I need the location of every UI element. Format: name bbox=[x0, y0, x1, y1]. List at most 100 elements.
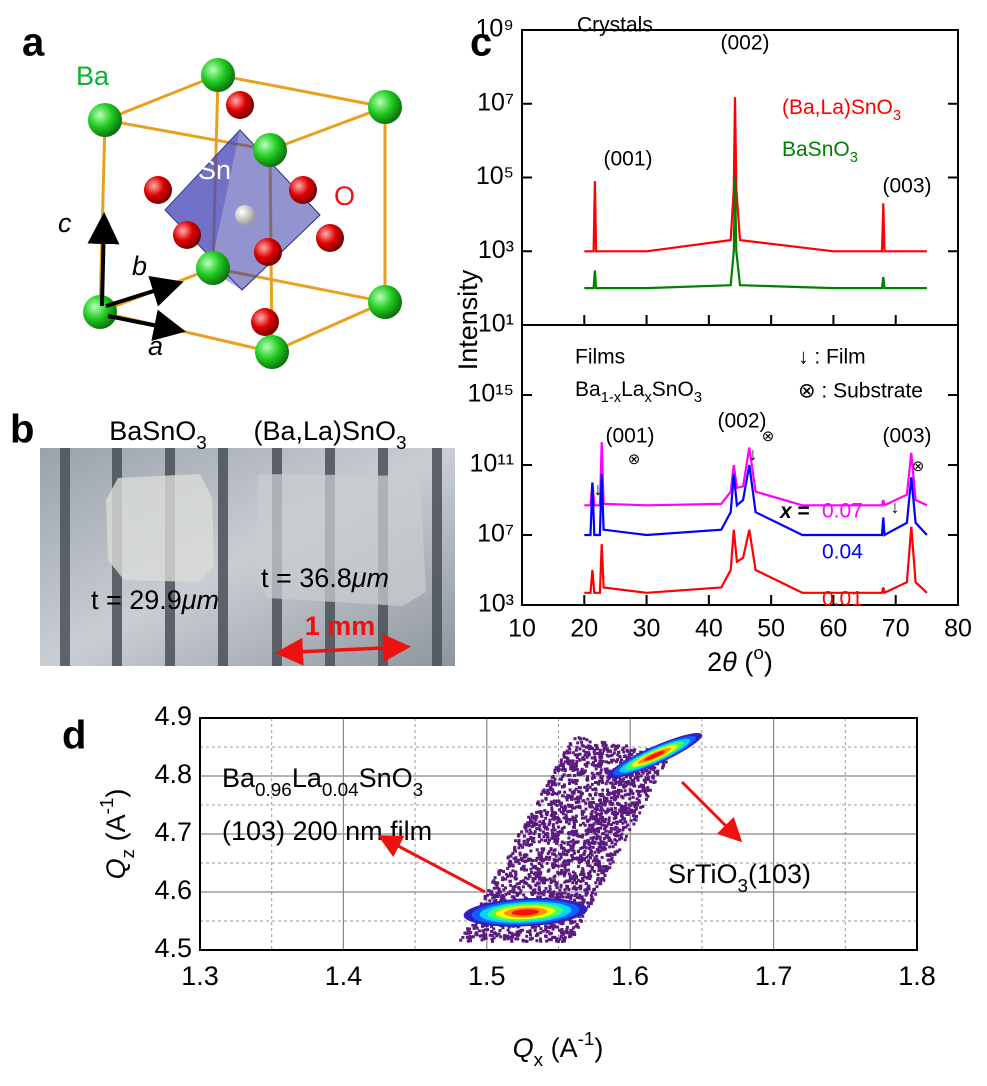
map-pixel bbox=[547, 780, 551, 784]
map-pixel bbox=[622, 777, 626, 781]
map-pixel bbox=[589, 816, 593, 820]
map-pixel bbox=[597, 869, 601, 873]
map-pixel bbox=[526, 821, 530, 825]
map-pixel bbox=[627, 803, 631, 807]
map-pixel bbox=[606, 822, 610, 826]
map-pixel bbox=[611, 791, 615, 795]
map-pixel bbox=[530, 871, 533, 874]
map-pixel bbox=[535, 848, 539, 852]
annotation: ⊗ : Substrate bbox=[798, 380, 923, 403]
map-pixel bbox=[548, 892, 552, 896]
map-pixel bbox=[593, 841, 597, 845]
map-pixel bbox=[571, 844, 575, 848]
map-pixel bbox=[507, 891, 511, 895]
map-pixel bbox=[572, 789, 576, 793]
map-pixel bbox=[583, 841, 587, 845]
map-pixel bbox=[551, 825, 555, 829]
map-pixel bbox=[571, 887, 575, 891]
map-pixel bbox=[581, 756, 585, 760]
map-pixel bbox=[494, 881, 498, 885]
map-pixel bbox=[632, 750, 636, 754]
map-pixel bbox=[606, 807, 610, 811]
map-pixel bbox=[551, 879, 555, 883]
map-pixel bbox=[559, 758, 563, 762]
map-pixel bbox=[496, 893, 500, 897]
map-pixel bbox=[568, 794, 572, 798]
map-pixel bbox=[602, 845, 606, 849]
map-pixel bbox=[611, 802, 615, 806]
map-pixel bbox=[546, 852, 550, 855]
map-pixel bbox=[603, 810, 607, 814]
map-pixel bbox=[550, 775, 554, 779]
map-pixel bbox=[477, 929, 481, 933]
map-pixel bbox=[501, 926, 505, 930]
map-pixel bbox=[579, 770, 583, 774]
map-pixel bbox=[593, 850, 597, 854]
map-pixel bbox=[580, 740, 584, 744]
map-pixel bbox=[575, 779, 579, 782]
map-pixel bbox=[594, 759, 597, 762]
map-pixel bbox=[537, 810, 541, 814]
map-pixel bbox=[531, 859, 535, 862]
map-pixel bbox=[580, 767, 584, 771]
map-pixel bbox=[613, 793, 617, 797]
map-pixel bbox=[614, 831, 618, 835]
map-pixel bbox=[601, 840, 605, 844]
map-pixel bbox=[639, 774, 643, 778]
map-pixel bbox=[552, 858, 556, 862]
map-pixel bbox=[562, 846, 566, 850]
y-tick-label: 4.6 bbox=[154, 875, 192, 905]
map-pixel bbox=[576, 795, 580, 799]
map-pixel bbox=[594, 892, 598, 896]
map-pixel bbox=[584, 846, 588, 850]
map-pixel bbox=[522, 867, 526, 870]
map-pixel bbox=[582, 845, 586, 849]
map-pixel bbox=[621, 784, 625, 788]
subscript: 3 bbox=[413, 780, 424, 801]
map-pixel bbox=[600, 774, 604, 778]
text-part: SnO bbox=[652, 378, 694, 401]
map-pixel bbox=[610, 857, 614, 860]
map-pixel bbox=[618, 848, 622, 852]
map-pixel bbox=[650, 767, 654, 770]
panel-label: b bbox=[10, 408, 34, 452]
map-pixel bbox=[506, 934, 510, 938]
map-pixel bbox=[646, 772, 650, 776]
map-pixel bbox=[570, 797, 574, 801]
map-pixel bbox=[656, 772, 660, 776]
map-pixel bbox=[527, 858, 530, 862]
y-tick-label: 10¹¹ bbox=[470, 450, 514, 478]
map-pixel bbox=[622, 755, 626, 758]
map-pixel bbox=[590, 853, 594, 857]
map-pixel bbox=[515, 934, 519, 938]
map-pixel bbox=[578, 896, 581, 900]
map-pixel bbox=[492, 927, 496, 931]
map-pixel bbox=[523, 823, 527, 827]
map-pixel bbox=[613, 806, 617, 810]
map-pixel bbox=[579, 887, 583, 891]
map-pixel bbox=[569, 767, 573, 771]
map-pixel bbox=[601, 781, 604, 785]
map-pixel bbox=[567, 809, 571, 813]
map-pixel bbox=[597, 845, 601, 849]
map-pixel bbox=[503, 937, 507, 940]
atom-label: O bbox=[334, 181, 355, 211]
map-pixel bbox=[538, 803, 542, 807]
map-pixel bbox=[539, 855, 542, 859]
map-pixel bbox=[596, 878, 599, 882]
map-pixel bbox=[557, 799, 560, 803]
map-pixel bbox=[602, 799, 606, 803]
map-pixel bbox=[596, 863, 600, 867]
map-pixel bbox=[570, 832, 574, 835]
map-pixel bbox=[493, 876, 497, 880]
map-pixel bbox=[573, 823, 576, 827]
map-pixel bbox=[575, 745, 579, 749]
map-pixel bbox=[618, 828, 622, 832]
map-pixel bbox=[607, 830, 611, 834]
map-pixel bbox=[578, 859, 582, 863]
map-pixel bbox=[565, 759, 569, 763]
map-pixel bbox=[514, 870, 518, 874]
map-pixel bbox=[599, 826, 602, 830]
map-pixel bbox=[515, 860, 519, 864]
map-pixel bbox=[610, 852, 614, 856]
